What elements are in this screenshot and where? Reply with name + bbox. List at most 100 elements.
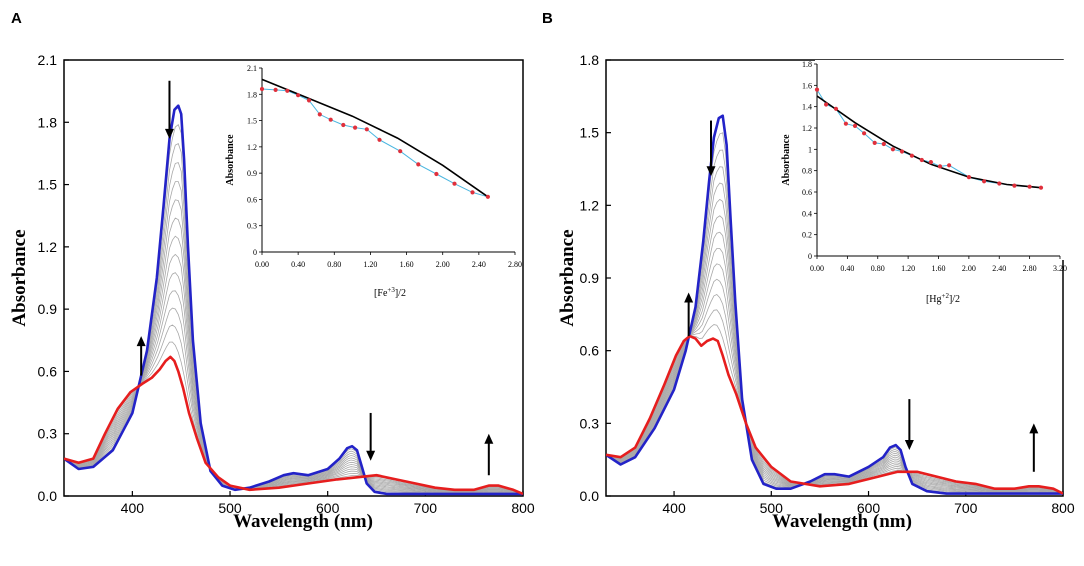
inset-data-point — [341, 122, 346, 128]
inset-data-point — [452, 181, 457, 186]
y-tick-label: 1.2 — [580, 197, 600, 213]
inset-x-tick-label: 1.60 — [400, 260, 414, 269]
x-tick-label: 500 — [218, 500, 242, 516]
inset-x-title-base: [Fe — [374, 288, 388, 299]
arrowhead-up — [1029, 423, 1039, 434]
x-tick-label: 700 — [954, 500, 978, 516]
inset-y-tick-label: 0.3 — [247, 222, 257, 231]
inset-y-tick-label: 1.5 — [247, 117, 257, 126]
inset-data-point — [328, 117, 333, 122]
panel-a: A 0.0 0.3 0.6 0.9 1.2 1.5 1.8 2.1 400 500 600 700 800… — [9, 10, 535, 532]
spectra-lines — [64, 104, 523, 496]
y-tick-label: 0.0 — [38, 488, 58, 504]
inset-x-tick-label: 2.40 — [992, 264, 1006, 273]
inset-data-point — [966, 175, 972, 180]
inset-y-tick-label: 0.2 — [802, 231, 812, 240]
spectrum-final — [64, 355, 523, 496]
inset-x-tick-label: 1.20 — [901, 264, 915, 273]
x-axis-title: Wavelength (nm) — [233, 511, 373, 532]
inset-data-point — [306, 98, 312, 103]
inset-data-point — [1027, 184, 1032, 189]
inset-y-tick-label: 0.9 — [247, 169, 257, 178]
inset-x-axis-title: [Hg+2]/2 — [926, 292, 960, 305]
y-tick-label: 0.6 — [580, 343, 600, 359]
inset-y-tick-label: 1 — [808, 145, 812, 154]
x-tick-label: 500 — [760, 500, 784, 516]
intermediate-spectrum — [606, 198, 1062, 494]
inset-data-point — [296, 93, 301, 98]
intermediate-spectrum — [606, 294, 1062, 494]
inset-data-point — [353, 125, 358, 130]
arrowhead-down — [706, 166, 716, 177]
y-tick-label: 0.9 — [38, 301, 58, 317]
inset-chart: 0 0.2 0.4 0.6 0.8 1 1.2 1.4 1.6 1.8 0.00 0.40 0.80 1.… — [781, 60, 1067, 305]
inset-data-point — [814, 87, 820, 92]
inset-x-title-tail: ]/2 — [949, 294, 960, 305]
inset-data-point — [872, 140, 877, 145]
inset-x-tick-label: 2.80 — [1023, 264, 1037, 273]
inset-x-tick-label: 0.40 — [291, 260, 305, 269]
inset-data-point — [273, 87, 278, 92]
inset-y-tick-label: 1.6 — [802, 81, 812, 90]
inset-x-tick-label: 2.80 — [508, 260, 522, 269]
arrowhead-up — [484, 433, 494, 444]
inset-x-tick-label: 1.20 — [363, 260, 377, 269]
intermediate-spectrum — [606, 215, 1062, 494]
inset-y-tick-label: 1.4 — [802, 103, 812, 112]
inset-y-tick-label: 2.1 — [247, 64, 257, 73]
y-tick-label: 0.3 — [38, 426, 58, 442]
inset-y-tick-label: 1.8 — [802, 60, 812, 69]
intermediate-spectrum — [606, 248, 1062, 494]
panel-b: B 0.0 0.3 0.6 0.9 1.2 1.5 1.8 400 500 600 700 800 Wav… — [542, 10, 1075, 532]
inset-y-tick-label: 0 — [808, 252, 812, 261]
panel-label: B — [542, 10, 553, 27]
y-axis-title: Absorbance — [557, 229, 578, 326]
inset-x-title-superscript: +2 — [942, 292, 950, 300]
intermediate-spectrum — [606, 309, 1062, 494]
inset-x-tick-label: 1.60 — [932, 264, 946, 273]
intermediate-spectrum — [606, 263, 1062, 494]
y-tick-label: 1.8 — [38, 114, 58, 130]
intermediate-spectrum — [606, 182, 1062, 494]
intermediate-spectrum — [606, 324, 1062, 494]
y-tick-label: 1.5 — [580, 125, 600, 141]
y-tick-label: 0.6 — [38, 363, 58, 379]
inset-y-tick-label: 0.6 — [247, 195, 257, 204]
inset-x-title-superscript: +3 — [387, 286, 395, 294]
inset-data-point — [833, 106, 839, 111]
inset-data-point — [1038, 185, 1044, 190]
spectrum-initial — [606, 114, 1063, 495]
intermediate-spectrum — [64, 341, 522, 494]
inset-data-point — [928, 160, 934, 165]
y-tick-label: 1.2 — [38, 239, 58, 255]
inset-data-point — [377, 137, 382, 142]
intermediate-spectrum — [606, 278, 1062, 494]
inset-data-point — [434, 171, 439, 177]
inset-data-point — [881, 141, 886, 147]
arrowhead-up — [684, 292, 694, 303]
inset-background — [260, 64, 519, 256]
inset-data-point — [485, 194, 490, 199]
inset-data-point — [862, 131, 867, 136]
inset-x-tick-label: 2.00 — [436, 260, 450, 269]
inset-data-point — [843, 121, 849, 126]
inset-x-tick-label: 0.00 — [255, 260, 269, 269]
inset-data-point — [259, 86, 265, 92]
intermediate-spectrum — [64, 253, 522, 494]
inset-data-point — [982, 179, 987, 184]
intermediate-spectrum — [606, 231, 1062, 494]
inset-data-point — [852, 123, 858, 128]
inset-y-tick-label: 0.4 — [802, 209, 812, 218]
x-tick-label: 800 — [511, 500, 535, 516]
inset-data-point — [890, 147, 896, 152]
inset-x-title-base: [Hg — [926, 294, 942, 305]
x-tick-label: 400 — [662, 500, 686, 516]
inset-data-point — [364, 127, 369, 132]
x-tick-label: 600 — [857, 500, 881, 516]
inset-y-axis-title: Absorbance — [781, 134, 792, 186]
plot-frame — [63, 59, 524, 497]
x-tick-label: 400 — [121, 500, 145, 516]
inset-y-tick-label: 0 — [253, 248, 257, 257]
inset-data-point — [824, 102, 829, 107]
